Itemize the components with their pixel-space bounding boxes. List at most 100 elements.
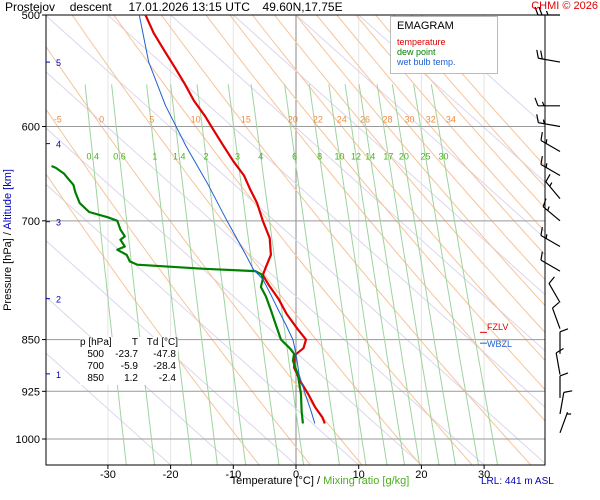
wind-barb bbox=[540, 226, 561, 248]
table-header: T bbox=[131, 337, 138, 348]
chart-series bbox=[51, 15, 326, 424]
wind-barb-feather bbox=[555, 348, 564, 354]
table-row: 700 -5.9 -28.4 bbox=[80, 361, 178, 373]
y-axis-title: Pressure [hPa] / Altitude [km] bbox=[2, 169, 14, 311]
diagonal-line bbox=[170, 15, 545, 352]
wind-barb bbox=[534, 97, 560, 107]
legend: EMAGRAM temperature dew point wet bulb t… bbox=[390, 16, 498, 74]
wind-barb-feather bbox=[540, 226, 543, 236]
dry-adiabat-line bbox=[374, 15, 545, 209]
wind-barb-feather bbox=[545, 139, 548, 144]
dry-adiabat-line bbox=[113, 15, 473, 465]
location: 49.60N,17.75E bbox=[262, 0, 343, 14]
adiabat-label: 32 bbox=[426, 115, 436, 125]
mixing-ratio-label: 17 bbox=[383, 151, 393, 161]
wind-barb-staff bbox=[559, 411, 569, 434]
mixing-ratio-label: 1.4 bbox=[173, 151, 186, 161]
x-tick-label: -10 bbox=[225, 469, 241, 481]
table-row: 500 -23.7 -47.8 bbox=[80, 349, 178, 361]
wind-barb bbox=[548, 276, 561, 303]
table-header: p [hPa] bbox=[80, 337, 112, 348]
mixing-ratio-label: 10 bbox=[334, 151, 344, 161]
wind-barb-feather bbox=[545, 10, 549, 16]
wind-barb-feather bbox=[552, 302, 560, 309]
mixing-ratio-line bbox=[170, 84, 218, 465]
y-tick-label: 1000 bbox=[16, 434, 40, 446]
wind-barb-feather bbox=[540, 131, 543, 141]
y-tick-label: 700 bbox=[22, 216, 40, 228]
mixing-ratio-line bbox=[376, 84, 440, 465]
mixing-ratio-label: 25 bbox=[421, 151, 431, 161]
adiabat-label: 20 bbox=[288, 115, 298, 125]
series-temperature bbox=[144, 15, 326, 424]
dry-adiabat-line bbox=[295, 15, 545, 307]
wind-barb-feather bbox=[545, 173, 551, 183]
diagonal-line bbox=[295, 15, 545, 240]
mixing-ratio-line bbox=[146, 84, 193, 465]
mixing-ratio-line bbox=[344, 84, 406, 465]
wind-barb-staff bbox=[545, 181, 561, 199]
dry-adiabat-line bbox=[316, 15, 545, 281]
diagonal-line bbox=[46, 71, 485, 465]
dry-adiabat-line bbox=[336, 15, 545, 256]
wind-barb-staff bbox=[540, 234, 561, 248]
mixing-ratio-label: 1 bbox=[152, 151, 157, 161]
y-title-altitude: Altitude [km] bbox=[2, 169, 14, 230]
wind-barb-feather bbox=[541, 101, 545, 106]
adiabat-label: -5 bbox=[54, 115, 62, 125]
mixing-ratio-label: 20 bbox=[399, 151, 409, 161]
altitude-tick-label: 3 bbox=[56, 218, 61, 228]
wind-barb-feather bbox=[536, 114, 539, 123]
wind-barb bbox=[540, 131, 561, 153]
y-tick-label: 925 bbox=[22, 386, 40, 398]
mixing-ratio-line bbox=[196, 84, 247, 465]
diagonal-line bbox=[46, 352, 171, 465]
table-header-row: p [hPa] T Td [°C] bbox=[80, 337, 178, 349]
dry-adiabat-line bbox=[251, 15, 545, 362]
wind-barb bbox=[551, 302, 561, 329]
diagonal-line bbox=[46, 127, 422, 465]
wind-barb-feather bbox=[536, 49, 539, 59]
wind-barb-feather bbox=[534, 97, 539, 106]
mixing-ratio-line bbox=[111, 84, 156, 465]
table-cell: -28.4 bbox=[153, 361, 176, 372]
wbzl-label: WBZL bbox=[487, 339, 513, 349]
x-title-mixing: Mixing ratio [g/kg] bbox=[323, 475, 409, 487]
wind-barb-feather bbox=[545, 234, 548, 239]
wind-barb-staff bbox=[540, 163, 561, 177]
wind-barb-feather bbox=[540, 50, 543, 60]
table-cell: -23.7 bbox=[115, 349, 138, 360]
wind-barb-staff bbox=[540, 259, 561, 272]
wind-barb-feather bbox=[549, 182, 553, 187]
dry-adiabat-line bbox=[46, 108, 312, 465]
legend-title: EMAGRAM bbox=[397, 20, 454, 32]
table-cell: -5.9 bbox=[120, 361, 138, 372]
copyright: CHMI © 2026 bbox=[531, 0, 598, 12]
mixing-ratio-label: 2 bbox=[203, 151, 208, 161]
table-cell: 850 bbox=[87, 373, 104, 384]
diagonal-line bbox=[46, 240, 297, 465]
y-tick-label: 500 bbox=[22, 10, 40, 22]
y-tick-label: 850 bbox=[22, 335, 40, 347]
wind-barb bbox=[559, 411, 572, 434]
mixing-ratio-line bbox=[308, 84, 367, 465]
wind-barb bbox=[536, 49, 561, 63]
wind-barb bbox=[540, 251, 561, 272]
mixing-ratio-label: 0.6 bbox=[113, 151, 126, 161]
mixing-ratio-line bbox=[84, 84, 127, 465]
dry-adiabat-line bbox=[355, 15, 545, 233]
wind-barb-feather bbox=[548, 276, 555, 284]
adiabat-label: 5 bbox=[149, 115, 154, 125]
mixing-ratio-line bbox=[391, 84, 456, 465]
wind-barb-feather bbox=[538, 6, 543, 16]
wind-barb bbox=[540, 155, 561, 177]
x-axis-title: Temperature [°C] / Mixing ratio [g/kg] bbox=[231, 475, 410, 487]
diagonal-line bbox=[358, 15, 545, 183]
axis-ticks: -5 0 5 10 15 20 22 24 26 28 30 32 340.4 0.6 1 1.4 2 3 4 6 8 1… bbox=[2, 10, 546, 487]
lrl-label: LRL: 441 m ASL bbox=[481, 476, 554, 487]
wind-barb-feather bbox=[559, 372, 569, 377]
mixing-ratio-label: 6 bbox=[292, 151, 297, 161]
wind-barb bbox=[559, 372, 569, 398]
mixing-ratio-line bbox=[413, 84, 479, 465]
